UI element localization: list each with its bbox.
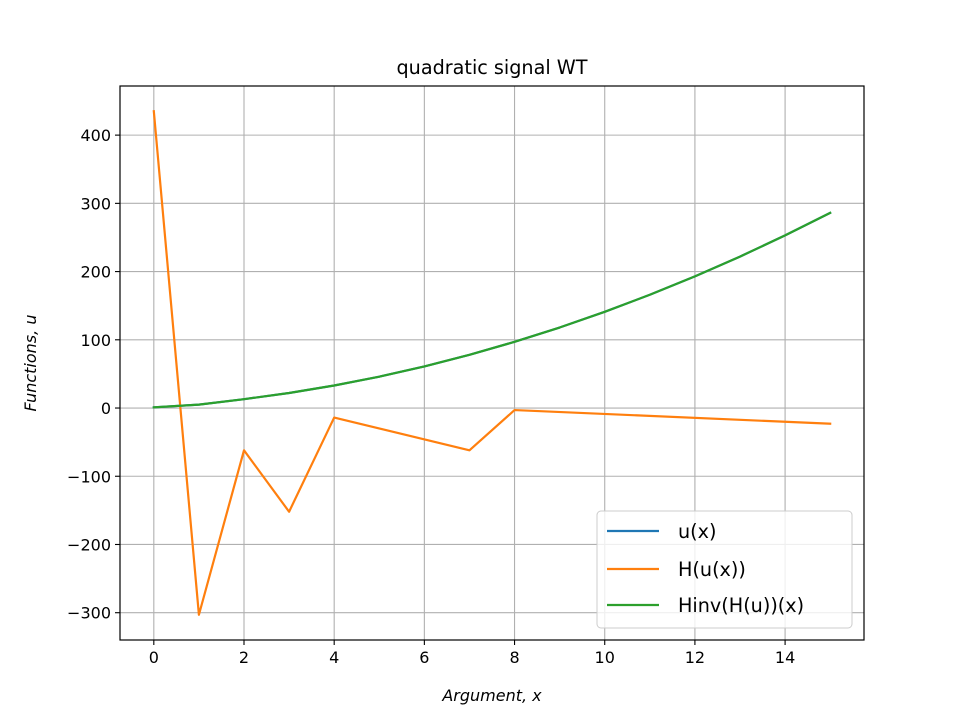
plot-frame [119,85,865,641]
y-tick-label: 0 [101,399,111,418]
legend-label-h: H(u(x)) [678,558,746,581]
legend-label-hinv: Hinv(H(u))(x) [678,594,804,617]
y-tick-label: −100 [67,467,111,486]
x-tick-label: 14 [775,648,795,667]
series-line-1 [152,110,832,616]
x-tick-label: 8 [509,648,519,667]
y-tick-label: 100 [80,331,111,350]
y-tick-label: 400 [80,126,111,145]
y-axis-label: Functions, u [21,315,40,412]
series-line-2 [152,211,832,409]
x-tick-label: 2 [239,648,249,667]
x-tick-label: 4 [329,648,339,667]
series-lines [152,110,832,616]
legend-label-u: u(x) [678,520,717,543]
y-tick-label: −300 [67,604,111,623]
x-tick-label: 0 [149,648,159,667]
chart-title: quadratic signal WT [397,56,588,79]
y-tick-label: 300 [80,194,111,213]
legend-box [596,510,853,629]
x-tick-label: 12 [685,648,705,667]
y-tick-label: −200 [67,535,111,554]
x-tick-label: 6 [419,648,429,667]
axis-ticks: 0 2 4 6 8 10 12 14 −300 −200 −100 0 100 200 300 400 [67,126,795,667]
legend: u(x) H(u(x)) Hinv(H(u))(x) [596,510,853,629]
y-tick-label: 200 [80,263,111,282]
x-tick-label: 10 [595,648,615,667]
x-axis-label: Argument, x [441,686,542,705]
